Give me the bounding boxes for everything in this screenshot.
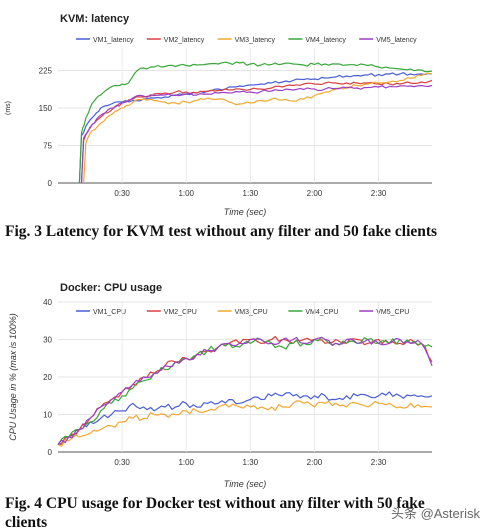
series-line-vm5-latency [80, 84, 433, 184]
figure-caption-4: Fig. 4 CPU usage for Docker test without… [5, 495, 425, 531]
x-tick-label: 2:30 [371, 458, 387, 467]
y-tick-label: 20 [43, 373, 52, 382]
series-line-vm1-latency [78, 72, 433, 184]
legend-label: VM1_latency [93, 37, 134, 44]
chart-gridlines [58, 301, 432, 453]
y-tick-label: 40 [43, 298, 52, 307]
x-tick-label: 2:00 [307, 458, 323, 467]
x-tick-label: 1:00 [178, 189, 194, 198]
series-line-vm2-latency [80, 79, 433, 184]
legend-label: VM3_latency [235, 37, 276, 44]
legend-label: VM4_latency [305, 37, 346, 44]
chart-legend: VM1_latency VM2_latency VM3_latency VM4_lat… [76, 37, 417, 44]
series-line-vm4-latency [78, 61, 433, 184]
docker-cpu-chart: Docker: CPU usage VM1_CPU VM2_CPU VM3_CPU V… [8, 282, 433, 489]
y-axis-label: CPU Usage in % (max is 100%) [8, 313, 18, 441]
figure-caption-3: Fig. 3 Latency for KVM test without any … [5, 223, 438, 240]
watermark-text: 头条 @Asterisk [390, 506, 480, 521]
x-tick-label: 0:30 [114, 458, 130, 467]
y-tick-label: 150 [39, 104, 53, 113]
y-tick-label: 0 [48, 179, 53, 188]
series-line-vm5-cpu [57, 336, 433, 445]
chart-title: KVM: latency [60, 13, 130, 25]
y-tick-label: 75 [43, 142, 52, 151]
x-tick-label: 2:00 [307, 189, 323, 198]
legend-label: VM2_CPU [164, 309, 197, 316]
kvm-latency-chart: KVM: latency VM1_latency VM2_latency VM3_l… [5, 13, 433, 217]
series-line-vm4-cpu [57, 336, 433, 445]
x-tick-label: 1:30 [243, 458, 259, 467]
chart-series [78, 61, 433, 184]
x-axis-label: Time (sec) [224, 479, 266, 489]
legend-label: VM5_latency [376, 37, 417, 44]
chart-legend: VM1_CPU VM2_CPU VM3_CPU VM4_CPU VM5_CPU [76, 309, 409, 316]
y-axis-ticks: 0 75 150 225 [39, 67, 53, 189]
legend-label: VM2_latency [164, 37, 205, 44]
y-axis-label: (ms) [5, 101, 12, 115]
series-line-vm3-cpu [57, 400, 433, 447]
legend-label: VM5_CPU [376, 309, 409, 316]
series-line-vm2-cpu [57, 335, 433, 446]
legend-label: VM1_CPU [93, 309, 126, 316]
x-axis-ticks: 0:30 1:00 1:30 2:00 2:30 [114, 189, 387, 198]
y-tick-label: 10 [43, 411, 52, 420]
x-tick-label: 2:30 [371, 189, 387, 198]
y-tick-label: 0 [48, 448, 53, 457]
chart-title: Docker: CPU usage [60, 282, 162, 294]
chart-gridlines [58, 48, 432, 184]
x-tick-label: 1:30 [243, 189, 259, 198]
x-axis-label: Time (sec) [224, 207, 266, 217]
y-tick-label: 30 [43, 336, 52, 345]
series-line-vm3-latency [83, 72, 433, 184]
chart-series [57, 335, 433, 447]
y-axis-ticks: 0 10 20 30 40 [43, 298, 52, 457]
x-tick-label: 0:30 [114, 189, 130, 198]
x-tick-label: 1:00 [178, 458, 194, 467]
legend-label: VM4_CPU [305, 309, 338, 316]
series-line-vm1-cpu [57, 391, 433, 446]
y-tick-label: 225 [39, 67, 53, 76]
legend-label: VM3_CPU [235, 309, 268, 316]
x-axis-ticks: 0:30 1:00 1:30 2:00 2:30 [114, 458, 387, 467]
